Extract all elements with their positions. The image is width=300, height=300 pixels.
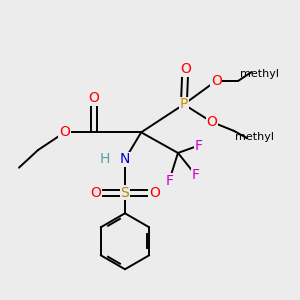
Text: O: O [180, 62, 191, 76]
Text: O: O [206, 115, 217, 129]
Text: methyl: methyl [236, 132, 274, 142]
Text: F: F [192, 168, 200, 182]
Text: N: N [120, 152, 130, 167]
Text: S: S [121, 186, 129, 200]
Text: O: O [211, 74, 222, 88]
Text: F: F [165, 174, 173, 188]
Text: P: P [180, 98, 188, 111]
Text: F: F [195, 139, 203, 153]
Text: methyl: methyl [240, 69, 279, 79]
Text: O: O [90, 186, 101, 200]
Text: O: O [59, 125, 70, 139]
Text: O: O [149, 186, 160, 200]
Text: O: O [88, 92, 100, 106]
Text: H: H [99, 152, 110, 167]
